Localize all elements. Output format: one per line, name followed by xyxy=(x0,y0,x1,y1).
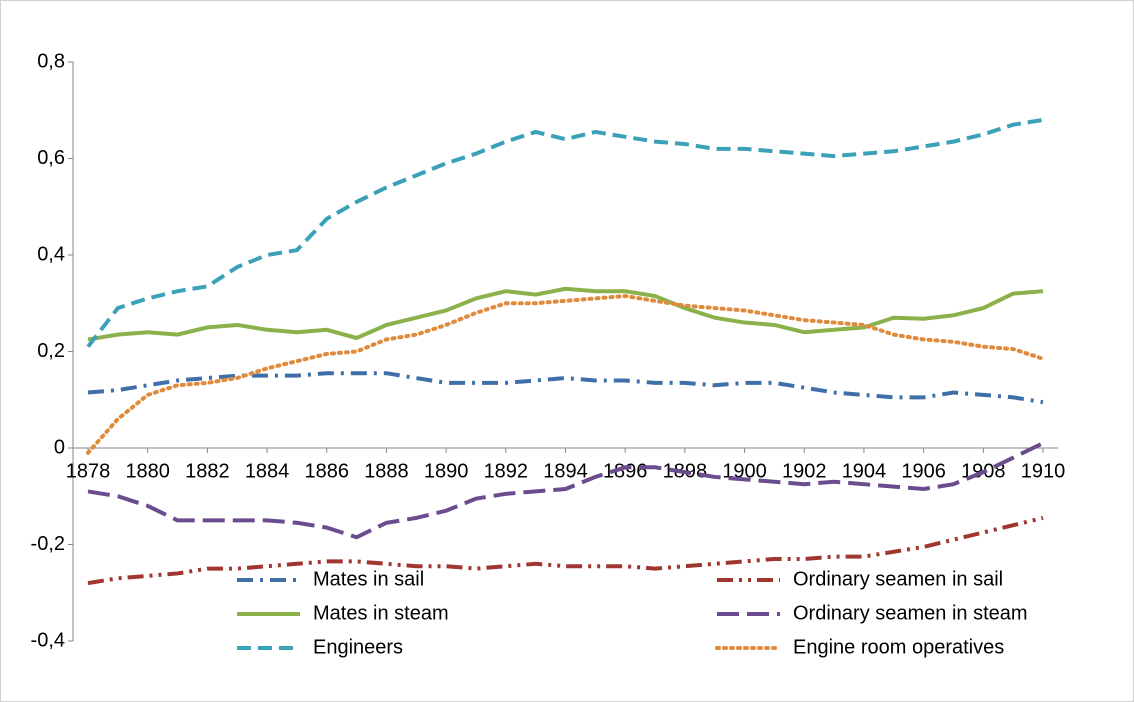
x-tick-label: 1890 xyxy=(424,460,469,482)
legend-label: Engine room operatives xyxy=(793,636,1004,658)
x-tick-label: 1880 xyxy=(125,460,170,482)
y-tick-label: 0,2 xyxy=(37,340,65,362)
legend-label: Ordinary seamen in steam xyxy=(793,602,1028,624)
series-line xyxy=(87,516,1044,586)
x-tick-label: 1906 xyxy=(901,460,946,482)
series-line xyxy=(87,286,1044,342)
y-tick-label: -0,4 xyxy=(31,629,65,651)
series-line xyxy=(87,371,1044,405)
legend-label: Ordinary seamen in sail xyxy=(793,568,1003,590)
y-tick-label: -0,2 xyxy=(31,533,65,555)
y-tick-label: 0,6 xyxy=(37,147,65,169)
y-tick-label: 0,8 xyxy=(37,50,65,72)
legend-label: Mates in steam xyxy=(313,602,449,624)
x-tick-label: 1884 xyxy=(245,460,290,482)
x-tick-label: 1888 xyxy=(364,460,409,482)
legend-label: Engineers xyxy=(313,636,403,658)
legend-label: Mates in sail xyxy=(313,568,424,590)
x-tick-label: 1904 xyxy=(842,460,887,482)
series-line xyxy=(87,441,1044,540)
x-tick-label: 1878 xyxy=(66,460,111,482)
series-line xyxy=(86,117,1044,348)
y-tick-label: 0 xyxy=(54,436,65,458)
x-tick-label: 1892 xyxy=(484,460,529,482)
x-tick-label: 1910 xyxy=(1021,460,1066,482)
y-tick-label: 0,4 xyxy=(37,243,65,265)
x-tick-label: 1896 xyxy=(603,460,648,482)
x-tick-label: 1894 xyxy=(543,460,588,482)
x-tick-label: 1902 xyxy=(782,460,827,482)
x-tick-label: 1886 xyxy=(305,460,350,482)
x-tick-label: 1882 xyxy=(185,460,230,482)
series-line xyxy=(86,293,1045,455)
